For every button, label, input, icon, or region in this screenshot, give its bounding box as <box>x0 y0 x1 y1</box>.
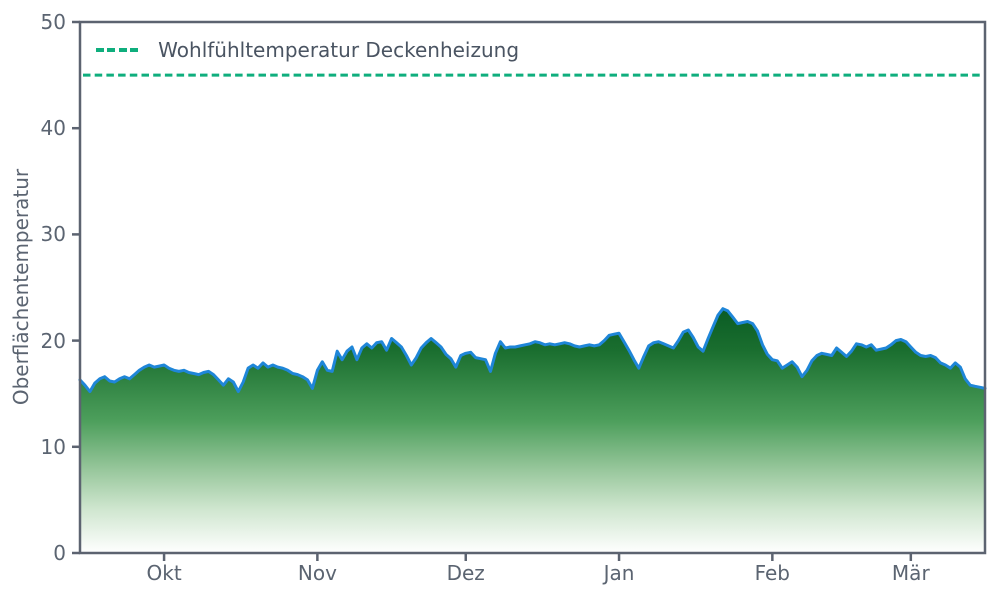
x-tick-label: Jan <box>603 561 635 585</box>
y-tick-label: 40 <box>40 116 66 141</box>
legend-label: Wohlfühltemperatur Deckenheizung <box>158 38 520 62</box>
legend: Wohlfühltemperatur Deckenheizung <box>96 36 519 64</box>
y-tick-label: 50 <box>40 10 66 34</box>
plot-border <box>78 20 987 555</box>
x-tick-label: Mär <box>891 561 930 585</box>
y-axis-title: Oberflächentemperatur <box>9 168 33 406</box>
x-tick-label: Dez <box>446 561 485 585</box>
temperature-line <box>78 307 987 394</box>
y-tick-label: 0 <box>53 541 66 565</box>
x-tick-label: Okt <box>146 561 182 585</box>
y-tick-label: 10 <box>40 434 66 459</box>
tick-marks <box>72 20 913 561</box>
y-tick-label: 30 <box>40 222 66 247</box>
x-tick-label: Feb <box>754 561 791 585</box>
temperature-area <box>80 308 985 553</box>
x-tick-label: Nov <box>297 561 337 585</box>
y-tick-label: 20 <box>40 328 66 353</box>
dashed-line-icon <box>96 48 139 52</box>
